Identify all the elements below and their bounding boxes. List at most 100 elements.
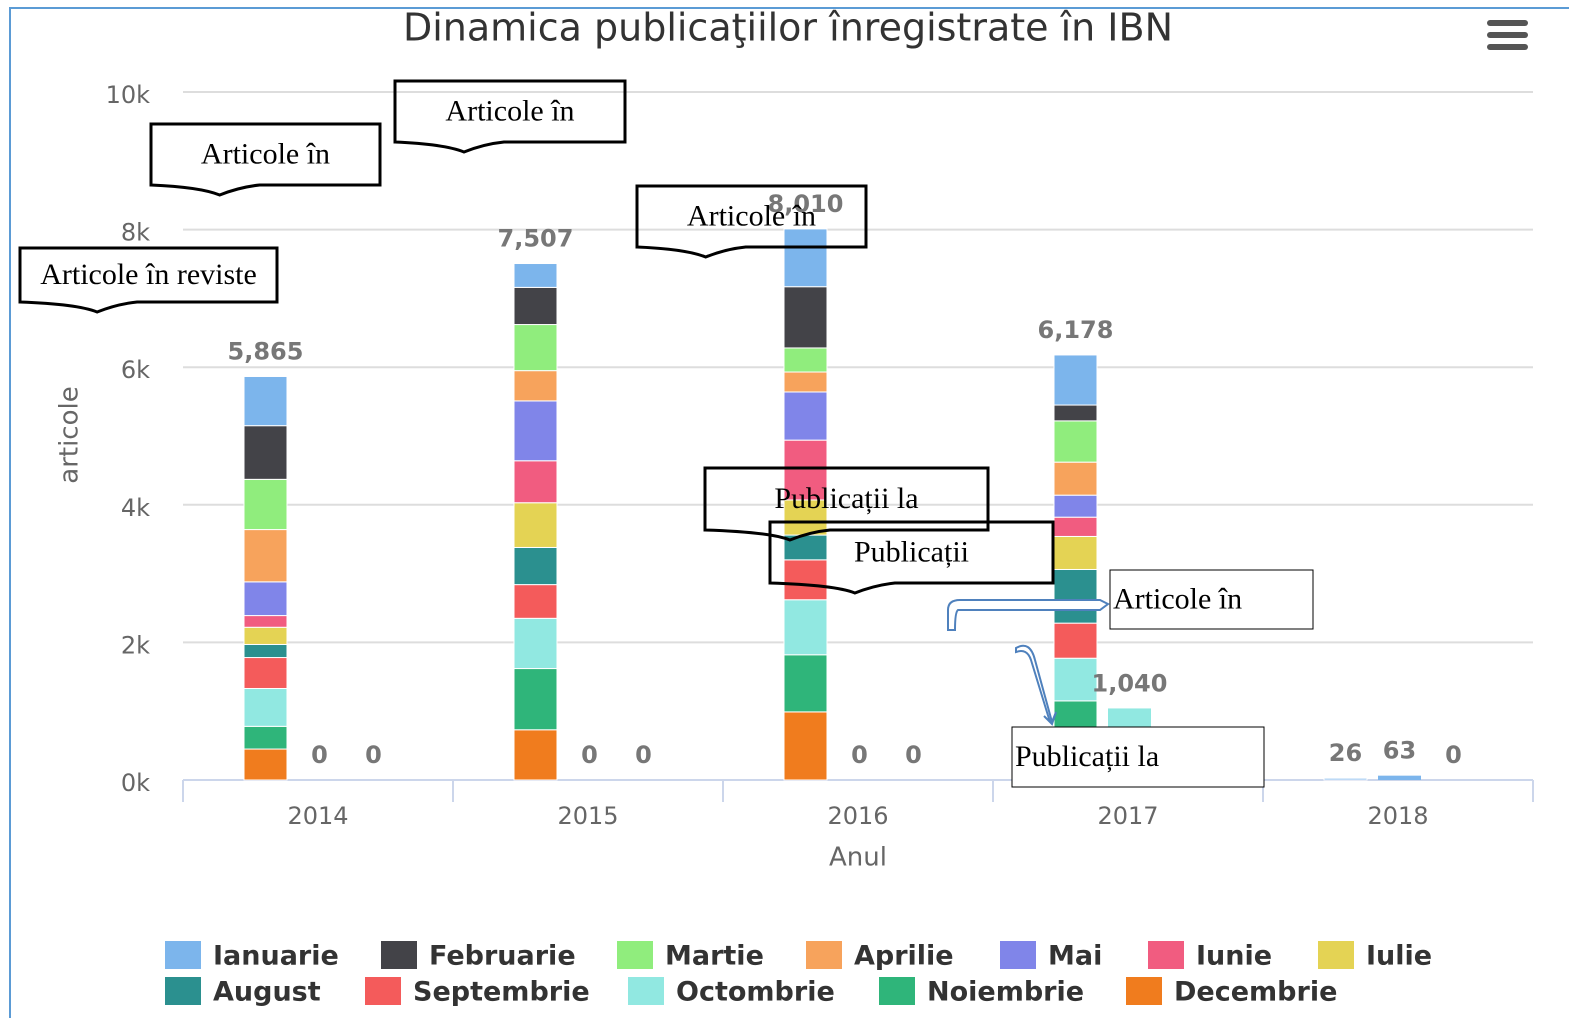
x-tick-label: 2015 <box>557 802 618 830</box>
legend-swatch <box>165 977 201 1005</box>
bar-segment <box>1053 354 1098 406</box>
data-label: 0 <box>851 741 868 769</box>
callout: Articole în <box>393 79 627 154</box>
bar-segment <box>513 400 558 462</box>
bar-segment <box>513 324 558 372</box>
legend-item: Februarie <box>381 941 576 972</box>
callout: Publicații la <box>703 466 990 542</box>
bar-segment <box>243 581 288 617</box>
bar-segment <box>243 615 288 628</box>
total-label: 8,010 <box>768 190 844 218</box>
bar-segment <box>1053 404 1098 422</box>
x-tick-label: 2016 <box>827 802 888 830</box>
bar-segment <box>1053 568 1098 624</box>
x-axis-label: Anul <box>829 843 887 873</box>
callout-text: Publicații la <box>1015 740 1159 773</box>
bar-segment <box>513 546 558 586</box>
legend-label: Octombrie <box>676 977 835 1008</box>
bar-segment <box>513 668 558 731</box>
legend-label: Februarie <box>429 941 576 972</box>
callout-text: Articole în <box>1113 582 1242 615</box>
legend-item: Mai <box>1000 941 1102 972</box>
callout-box <box>768 520 1055 595</box>
data-label: 0 <box>581 741 598 769</box>
total-label: 5,865 <box>228 337 304 365</box>
legend-swatch <box>628 977 664 1005</box>
bar-segment <box>513 263 558 288</box>
callout-box <box>393 79 627 154</box>
legend-item: Octombrie <box>628 977 835 1008</box>
total-label: 7,507 <box>498 225 574 253</box>
bar-segment <box>783 347 828 373</box>
callout-box <box>149 122 382 197</box>
legend-item: Decembrie <box>1126 977 1337 1008</box>
legend-swatch <box>617 941 653 969</box>
y-axis-label: articole <box>55 386 85 483</box>
data-label: 63 <box>1383 737 1416 765</box>
legend-label: Mai <box>1048 941 1102 972</box>
menu-bar[interactable] <box>1487 44 1528 50</box>
legend-item: Iunie <box>1148 941 1272 972</box>
callout-text: Articole în <box>201 137 330 170</box>
bar-segment <box>1053 657 1098 702</box>
y-tick-label: 10k <box>106 81 151 109</box>
total-label: 26 <box>1329 739 1362 767</box>
menu-bar[interactable] <box>1487 32 1528 38</box>
callout-text: Articole în reviste <box>40 258 257 291</box>
bar-segment <box>783 391 828 441</box>
legend-swatch <box>381 941 417 969</box>
legend-swatch <box>165 941 201 969</box>
bar-segment <box>513 502 558 548</box>
bar-segment <box>243 657 288 689</box>
legend-swatch <box>1318 941 1354 969</box>
legend-item: Aprilie <box>806 941 954 972</box>
bar-segment <box>783 286 828 349</box>
y-tick-label: 0k <box>121 769 150 797</box>
legend-item: Martie <box>617 941 764 972</box>
bar-segment <box>243 529 288 583</box>
data-label: 0 <box>1445 741 1462 769</box>
callout: Publicații la <box>1011 726 1265 788</box>
bar-segment <box>783 371 828 393</box>
bar-segment <box>1053 622 1098 659</box>
callout-text: Articole în <box>687 199 816 232</box>
bar-segment <box>1053 494 1098 518</box>
callout-box <box>703 466 990 542</box>
data-label: 0 <box>635 741 652 769</box>
data-label: 1,040 <box>1092 669 1168 697</box>
bar-segment <box>243 687 288 727</box>
bar-segment <box>1053 516 1098 537</box>
bar-segment <box>513 460 558 504</box>
bar-segment <box>1053 420 1098 463</box>
callout: Articole în <box>1109 569 1314 630</box>
bar-segment <box>243 425 288 480</box>
data-label: 0 <box>311 741 328 769</box>
chart-title: Dinamica publicaţiilor înregistrate în I… <box>403 6 1173 50</box>
bar-segment <box>513 617 558 670</box>
bar-segment <box>513 584 558 619</box>
callout: Articole în <box>149 122 382 197</box>
bar-segment <box>783 599 828 656</box>
bar-segment <box>783 559 828 601</box>
legend-item: Iulie <box>1318 941 1432 972</box>
menu-bar[interactable] <box>1487 20 1528 26</box>
menu-icon[interactable] <box>1487 20 1528 50</box>
legend-label: Iunie <box>1196 941 1272 972</box>
frame <box>9 7 1569 1018</box>
callout-text: Articole în <box>445 94 574 127</box>
legend-swatch <box>1000 941 1036 969</box>
callout: Articole în reviste <box>18 246 279 314</box>
total-label: 6,178 <box>1038 316 1114 344</box>
y-tick-label: 4k <box>121 494 150 522</box>
x-tick-label: 2014 <box>287 802 348 830</box>
callout-text: Publicații la <box>774 482 918 515</box>
legend-item: Septembrie <box>365 977 590 1008</box>
legend-item: Noiembrie <box>879 977 1084 1008</box>
data-label: 0 <box>905 741 922 769</box>
legend-swatch <box>879 977 915 1005</box>
bar <box>1378 775 1421 780</box>
bar-segment <box>1323 777 1368 781</box>
bar-segment <box>243 725 288 750</box>
bar-segment <box>243 643 288 659</box>
